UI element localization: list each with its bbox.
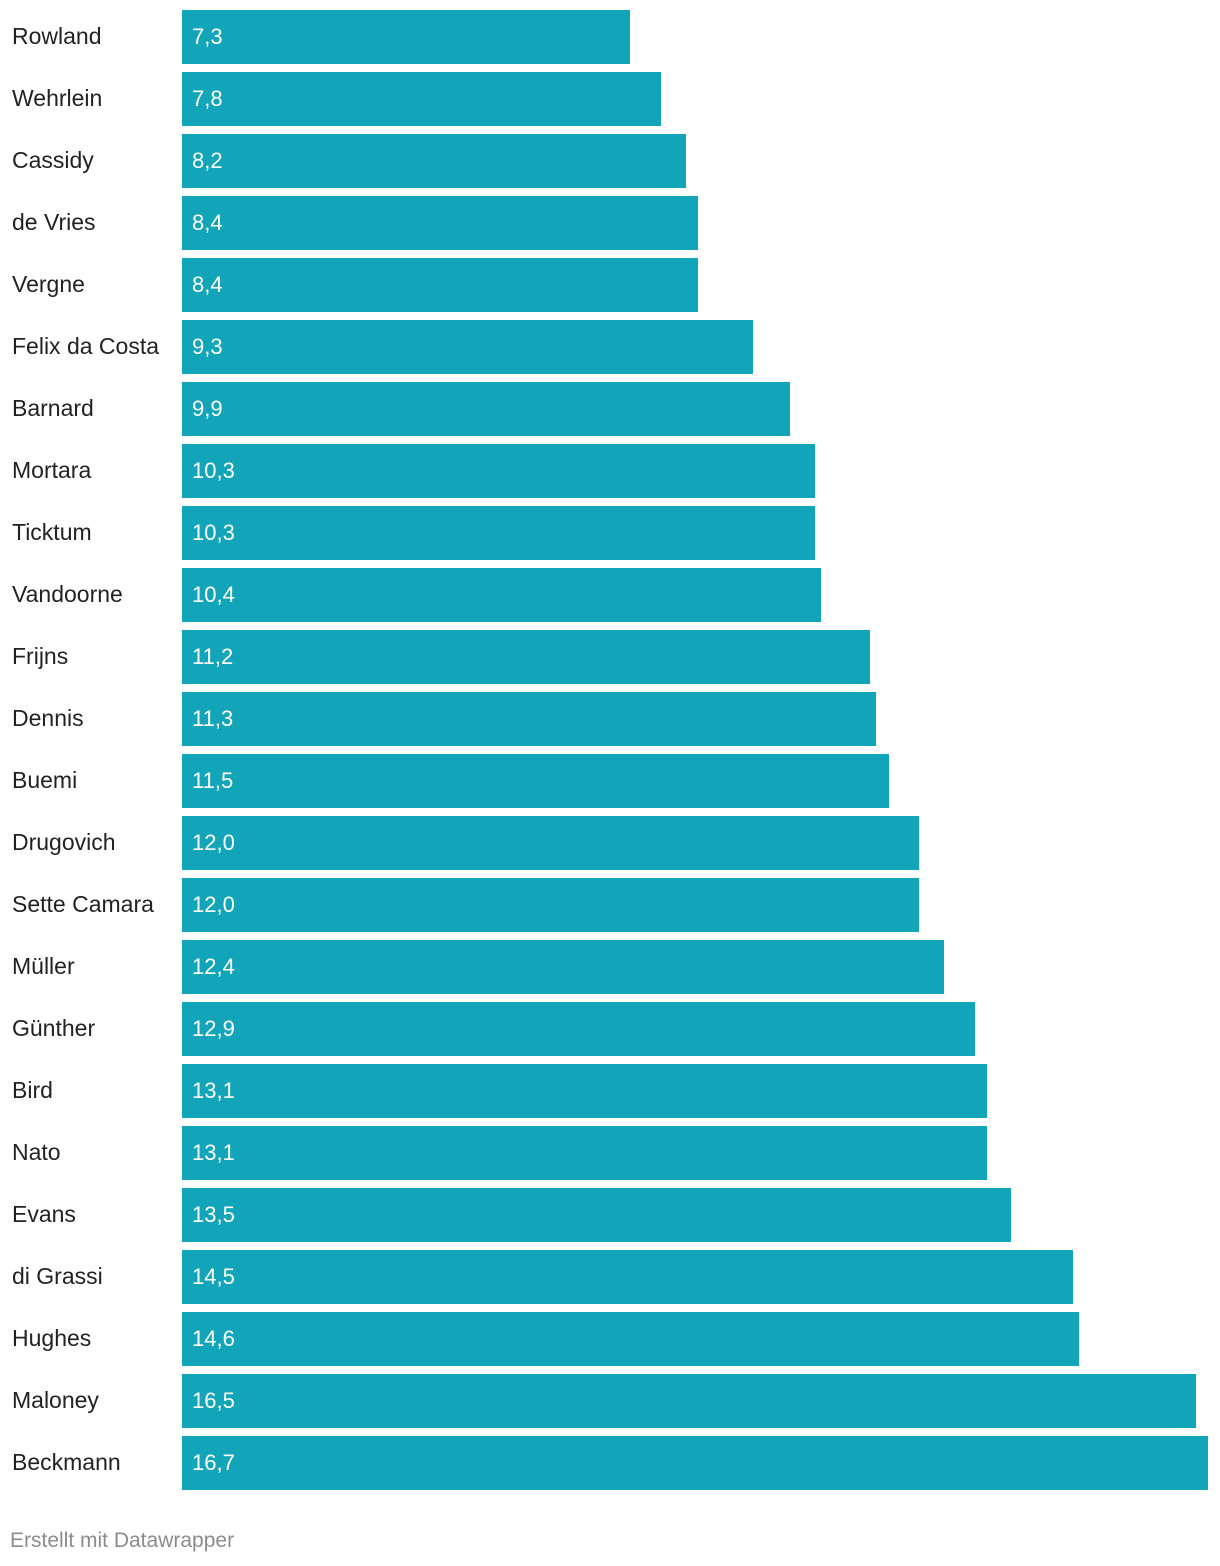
category-label: Ticktum xyxy=(12,519,92,545)
bar-value-label: 16,7 xyxy=(192,1450,235,1475)
category-label: Bird xyxy=(12,1077,53,1103)
bar: 8,2 xyxy=(182,134,686,188)
bar: 7,8 xyxy=(182,72,662,126)
category-label: Cassidy xyxy=(12,147,94,173)
bar: 13,1 xyxy=(182,1126,987,1180)
bar: 12,9 xyxy=(182,1002,975,1056)
bar: 10,3 xyxy=(182,444,815,498)
bar-value-label: 14,6 xyxy=(192,1326,235,1351)
bar-value-label: 10,4 xyxy=(192,582,235,607)
bar-value-label: 16,5 xyxy=(192,1388,235,1413)
bar-value-label: 12,0 xyxy=(192,892,235,917)
bar: 10,4 xyxy=(182,568,821,622)
category-label: Nato xyxy=(12,1139,61,1165)
bar: 11,2 xyxy=(182,630,871,684)
bar: 9,3 xyxy=(182,320,754,374)
bar-value-label: 12,9 xyxy=(192,1016,235,1041)
category-label: Drugovich xyxy=(12,829,116,855)
bar: 16,7 xyxy=(182,1436,1208,1490)
category-label: Günther xyxy=(12,1015,96,1041)
bar-value-label: 13,1 xyxy=(192,1078,235,1103)
bar: 9,9 xyxy=(182,382,791,436)
category-label: Sette Camara xyxy=(12,891,154,917)
category-label: Rowland xyxy=(12,23,102,49)
category-label: Felix da Costa xyxy=(12,333,160,359)
category-label: Vergne xyxy=(12,271,85,297)
category-label: Müller xyxy=(12,953,75,979)
bar: 12,0 xyxy=(182,816,920,870)
bar: 11,5 xyxy=(182,754,889,808)
bar-value-label: 12,4 xyxy=(192,954,235,979)
bar-chart: Rowland 7,3 Wehrlein 7,8 Cassidy 8,2 de Vries 8… xyxy=(12,10,1208,1490)
bar: 13,1 xyxy=(182,1064,987,1118)
category-label: Hughes xyxy=(12,1325,92,1351)
category-label: Beckmann xyxy=(12,1449,121,1475)
bar: 14,5 xyxy=(182,1250,1073,1304)
category-label: Mortara xyxy=(12,457,92,483)
bar-value-label: 8,4 xyxy=(192,210,223,235)
category-label: di Grassi xyxy=(12,1263,103,1289)
bar-value-label: 11,2 xyxy=(192,644,234,669)
category-label: Wehrlein xyxy=(12,85,103,111)
bar-value-label: 8,4 xyxy=(192,272,223,297)
category-label: Buemi xyxy=(12,767,78,793)
bar: 13,5 xyxy=(182,1188,1012,1242)
category-label: Frijns xyxy=(12,643,69,669)
bar-value-label: 9,9 xyxy=(192,396,223,421)
bar: 16,5 xyxy=(182,1374,1196,1428)
bar-value-label: 8,2 xyxy=(192,148,223,173)
category-label: Barnard xyxy=(12,395,94,421)
bar-value-label: 14,5 xyxy=(192,1264,235,1289)
bar-value-label: 11,5 xyxy=(192,768,234,793)
bar-value-label: 10,3 xyxy=(192,458,235,483)
category-label: Evans xyxy=(12,1201,76,1227)
bar-value-label: 9,3 xyxy=(192,334,223,359)
category-label: de Vries xyxy=(12,209,96,235)
bar: 8,4 xyxy=(182,258,699,312)
credit-text: Erstellt mit Datawrapper xyxy=(10,1529,235,1552)
bar: 10,3 xyxy=(182,506,815,560)
bar: 12,4 xyxy=(182,940,944,994)
bar: 11,3 xyxy=(182,692,877,746)
category-label: Vandoorne xyxy=(12,581,123,607)
bar-value-label: 7,3 xyxy=(192,24,223,49)
bar-value-label: 7,8 xyxy=(192,86,223,111)
bar-value-label: 13,1 xyxy=(192,1140,235,1165)
bar: 12,0 xyxy=(182,878,920,932)
bar: 14,6 xyxy=(182,1312,1079,1366)
bar-value-label: 11,3 xyxy=(192,706,234,731)
bar: 7,3 xyxy=(182,10,631,64)
bar: 8,4 xyxy=(182,196,699,250)
bar-value-label: 13,5 xyxy=(192,1202,235,1227)
bar-value-label: 10,3 xyxy=(192,520,235,545)
bar-value-label: 12,0 xyxy=(192,830,235,855)
category-label: Maloney xyxy=(12,1387,99,1413)
category-label: Dennis xyxy=(12,705,84,731)
